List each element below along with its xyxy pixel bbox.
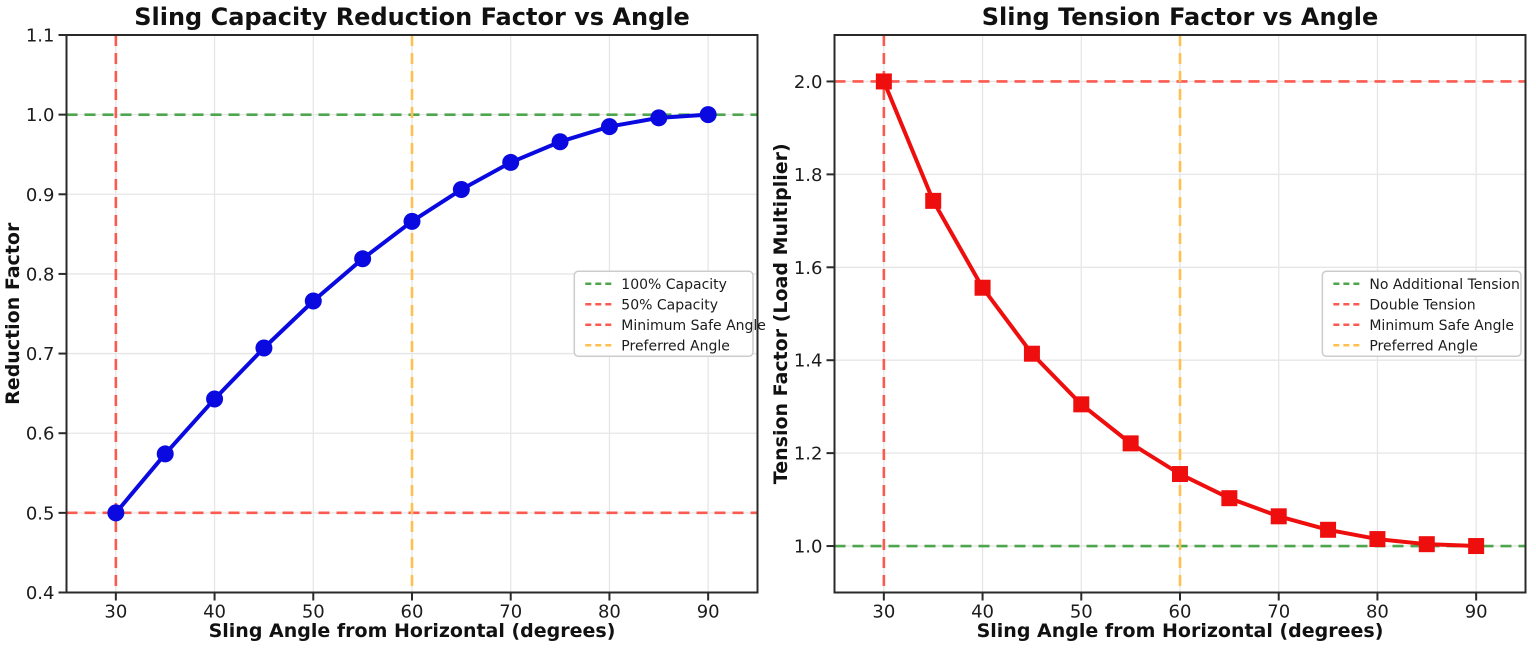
- data-point-marker: [1122, 435, 1139, 452]
- legend-label: Double Tension: [1369, 297, 1475, 313]
- data-point-marker: [1270, 508, 1287, 525]
- legend-label: 50% Capacity: [621, 297, 718, 313]
- capacity-chart: 30 40 50 60 70 80 90 0.4 0.5 0.6 0.7 0.8 0.9 1.0 1.1 Sl…: [2, 3, 766, 642]
- x-tick-label: 50: [302, 602, 325, 623]
- x-axis-title: Sling Angle from Horizontal (degrees): [977, 620, 1384, 642]
- legend-box: [1321, 270, 1522, 357]
- x-tick-label: 90: [1465, 602, 1488, 623]
- y-tick-label: 0.4: [26, 583, 55, 604]
- data-point-marker: [925, 192, 942, 209]
- x-tick-label: 50: [1070, 602, 1093, 623]
- y-tick-label: 0.8: [26, 264, 55, 285]
- y-tick-label: 1.1: [26, 26, 55, 47]
- data-point-marker: [875, 73, 892, 90]
- y-tick-label: 1.0: [794, 537, 823, 558]
- legend-label: Minimum Safe Angle: [1369, 318, 1514, 334]
- data-point-marker: [1320, 521, 1337, 538]
- y-tick-label: 0.6: [26, 424, 55, 445]
- data-point-marker: [107, 504, 125, 522]
- x-tick-label: 70: [499, 602, 522, 623]
- legend-label: Minimum Safe Angle: [621, 318, 766, 334]
- data-point-marker: [1073, 396, 1090, 413]
- data-point-marker: [255, 339, 273, 357]
- legend: 100% Capacity 50% Capacity Minimum Safe An…: [573, 270, 766, 357]
- data-point-marker: [304, 292, 322, 310]
- y-axis-title: Reduction Factor: [2, 222, 24, 405]
- legend-label: 100% Capacity: [621, 277, 727, 293]
- x-tick-label: 80: [598, 602, 621, 623]
- tension-chart-canvas: 30 40 50 60 70 80 90 1.0 1.2 1.4 1.6 1.8 2.0 Sling Te…: [768, 0, 1536, 651]
- y-tick-label: 1.0: [26, 105, 55, 126]
- data-point-marker: [974, 279, 991, 296]
- data-point-marker: [156, 445, 174, 463]
- y-tick-label: 1.2: [794, 444, 823, 465]
- x-axis-title: Sling Angle from Horizontal (degrees): [209, 620, 616, 642]
- data-point-marker: [1023, 345, 1040, 362]
- y-tick-label: 0.7: [26, 344, 55, 365]
- data-point-marker: [206, 390, 224, 408]
- data-point-marker: [1418, 536, 1435, 553]
- y-tick-label: 1.8: [794, 165, 823, 186]
- y-tick-label: 0.9: [26, 185, 55, 206]
- data-point-marker: [600, 118, 618, 136]
- tension-chart: 30 40 50 60 70 80 90 1.0 1.2 1.4 1.6 1.8 2.0 Sling Te…: [768, 0, 1536, 651]
- x-tick-label: 90: [697, 602, 720, 623]
- legend-label: No Additional Tension: [1369, 277, 1520, 293]
- data-point-marker: [452, 181, 470, 199]
- x-tick-label: 70: [1267, 602, 1290, 623]
- x-tick-label: 30: [104, 602, 127, 623]
- data-point-marker: [502, 153, 520, 171]
- y-tick-label: 2.0: [794, 72, 823, 93]
- y-tick-label: 1.4: [794, 351, 823, 372]
- legend-label: Preferred Angle: [1369, 338, 1478, 354]
- data-point-marker: [699, 106, 717, 124]
- data-point-marker: [551, 133, 569, 151]
- x-tick-label: 40: [203, 602, 226, 623]
- capacity-chart-canvas: 30 40 50 60 70 80 90 0.4 0.5 0.6 0.7 0.8 0.9 1.0 1.1 Sl…: [2, 3, 766, 642]
- legend-box: [573, 270, 754, 357]
- data-point-marker: [354, 250, 372, 268]
- x-tick-label: 30: [872, 602, 895, 623]
- legend: No Additional Tension Double Tension Minim…: [1321, 270, 1522, 357]
- data-point-marker: [1172, 466, 1188, 483]
- chart-title: Sling Tension Factor vs Angle: [982, 3, 1379, 31]
- data-point-marker: [650, 109, 668, 127]
- data-point-marker: [1221, 490, 1238, 507]
- x-tick-label: 60: [1169, 602, 1192, 623]
- x-tick-label: 40: [971, 602, 994, 623]
- x-tick-label: 60: [401, 602, 424, 623]
- y-tick-label: 1.6: [794, 258, 823, 279]
- y-tick-label: 0.5: [26, 503, 55, 524]
- x-tick-label: 80: [1366, 602, 1389, 623]
- data-point-marker: [403, 212, 421, 230]
- data-point-marker: [1369, 531, 1386, 548]
- data-point-marker: [1468, 538, 1485, 555]
- chart-title: Sling Capacity Reduction Factor vs Angle: [134, 3, 690, 31]
- legend-label: Preferred Angle: [621, 338, 730, 354]
- y-axis-title: Tension Factor (Load Multiplier): [770, 143, 792, 484]
